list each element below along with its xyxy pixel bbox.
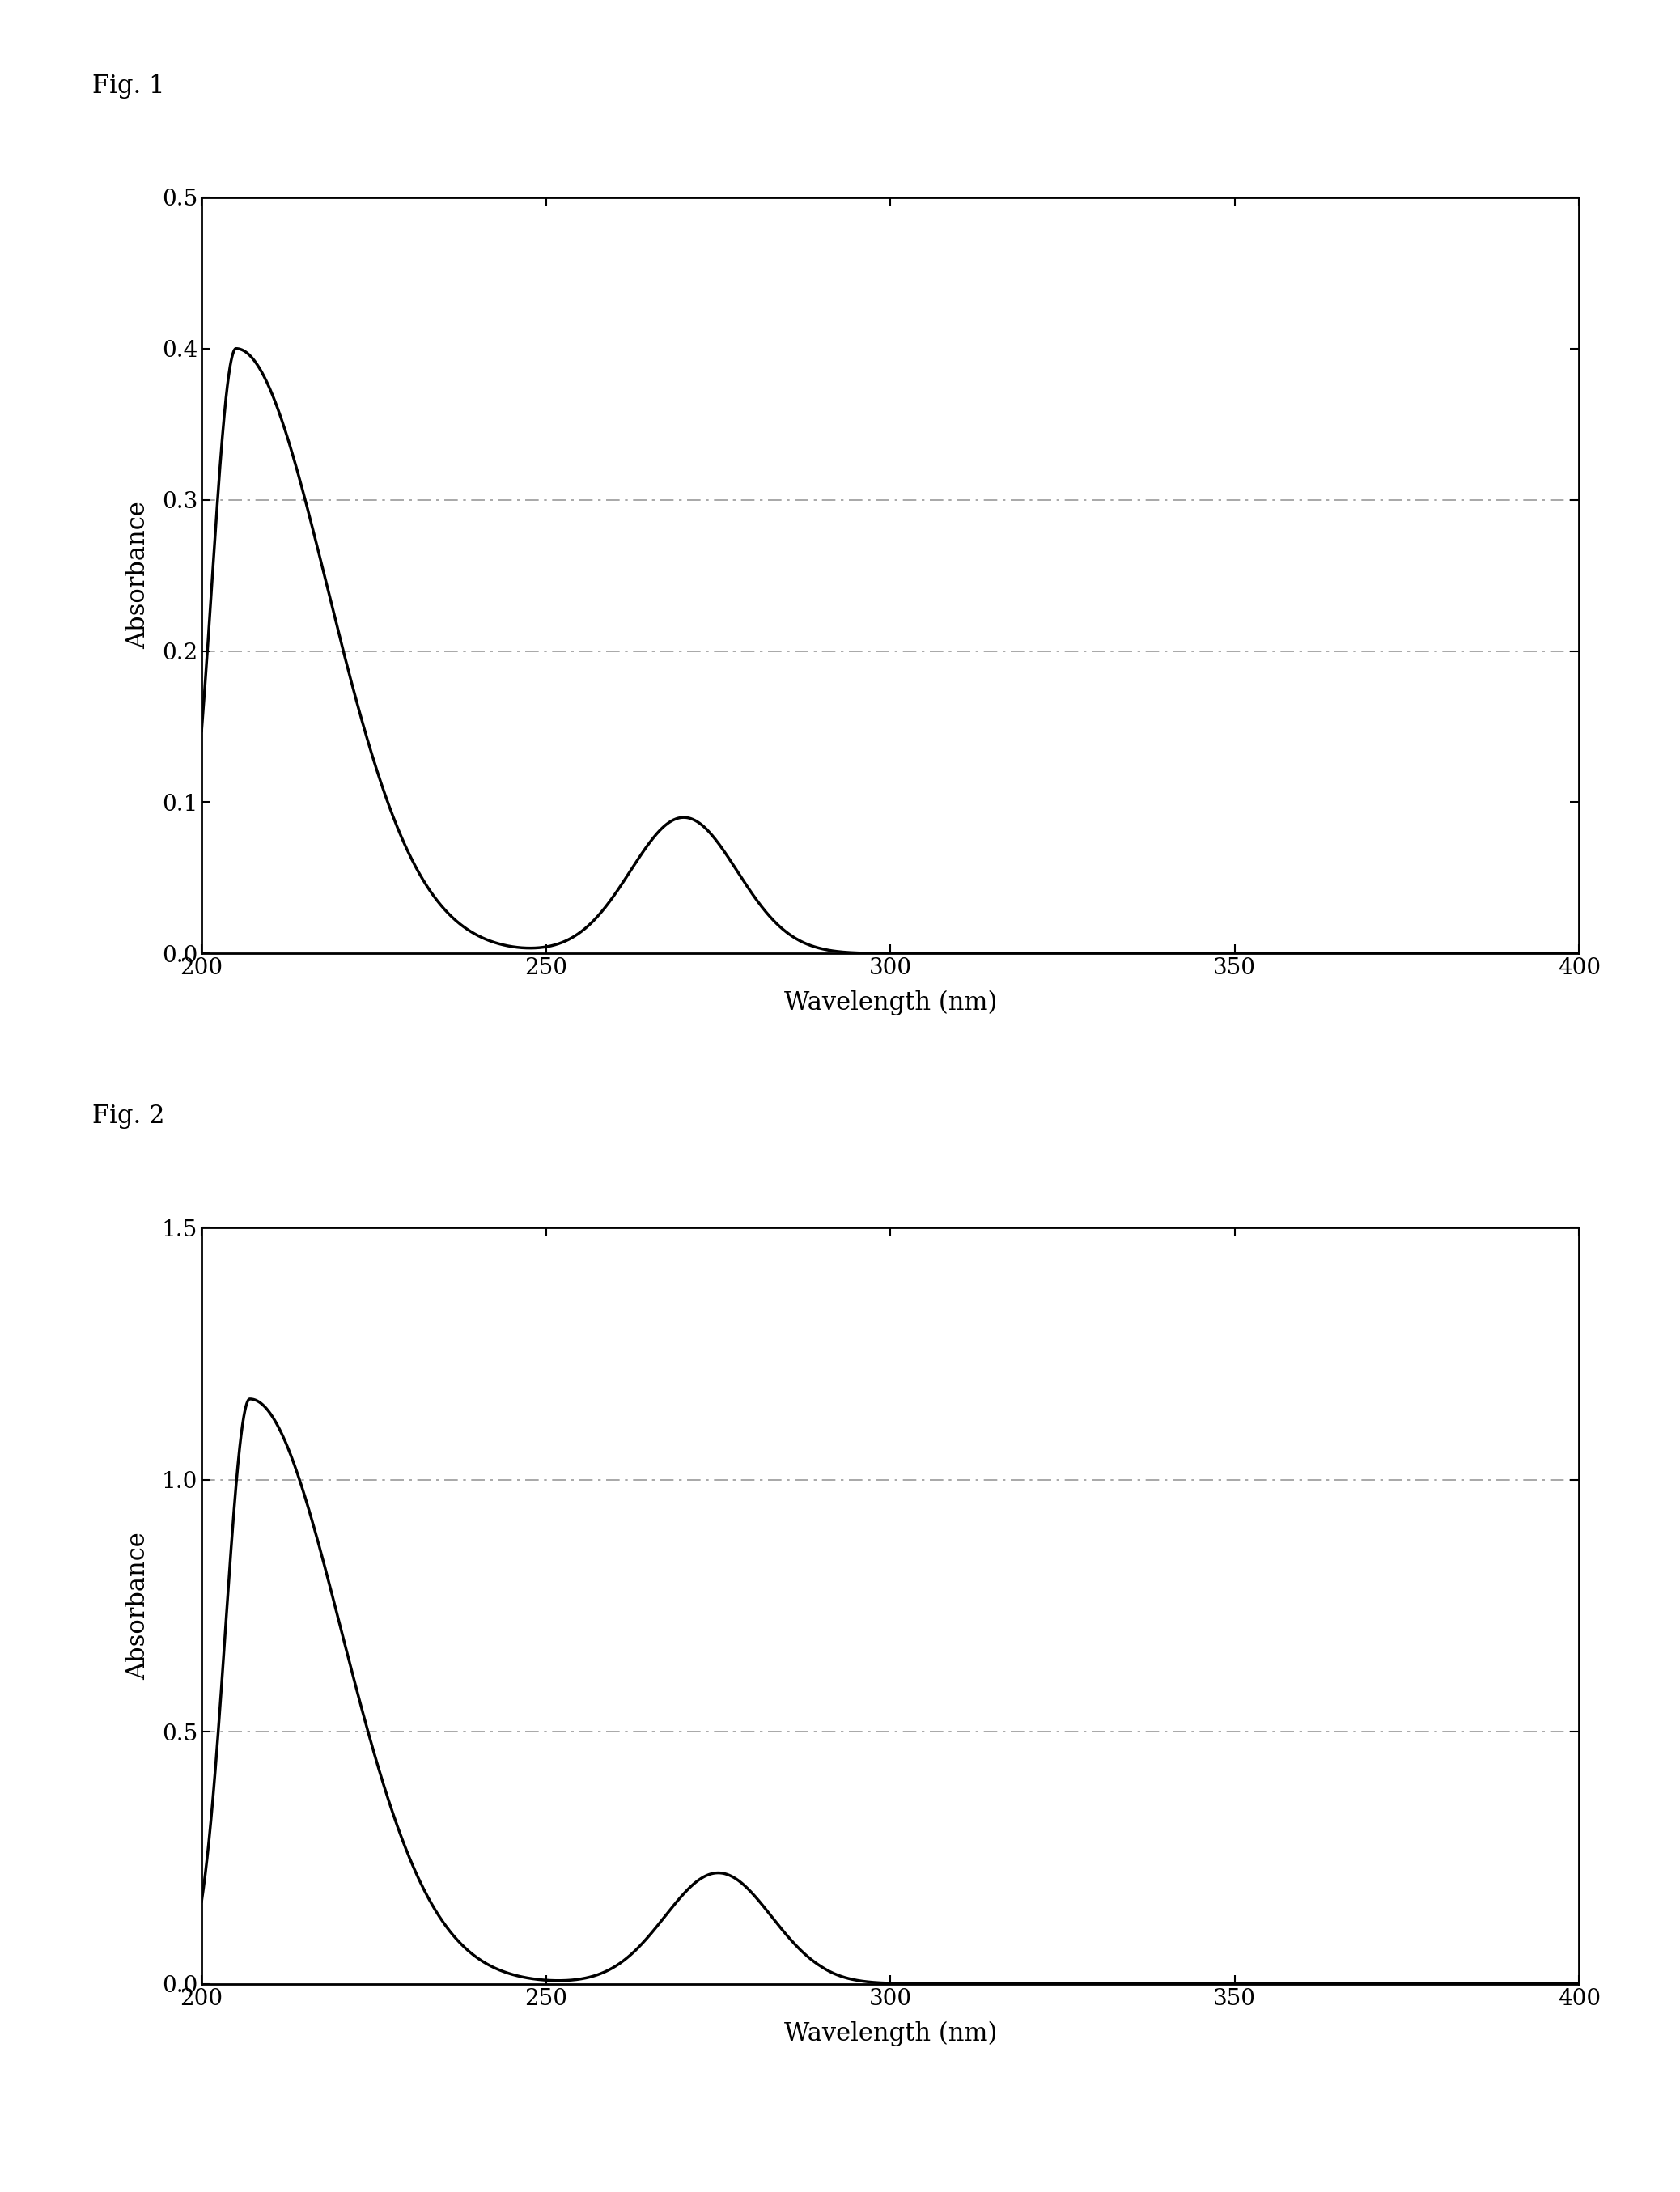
Y-axis label: Absorbance: Absorbance — [126, 502, 151, 649]
X-axis label: Wavelength (nm): Wavelength (nm) — [785, 991, 996, 1015]
X-axis label: Wavelength (nm): Wavelength (nm) — [785, 2021, 996, 2045]
Text: Fig. 1: Fig. 1 — [92, 75, 165, 99]
Text: Fig. 2: Fig. 2 — [92, 1105, 165, 1129]
Y-axis label: Absorbance: Absorbance — [126, 1532, 151, 1679]
